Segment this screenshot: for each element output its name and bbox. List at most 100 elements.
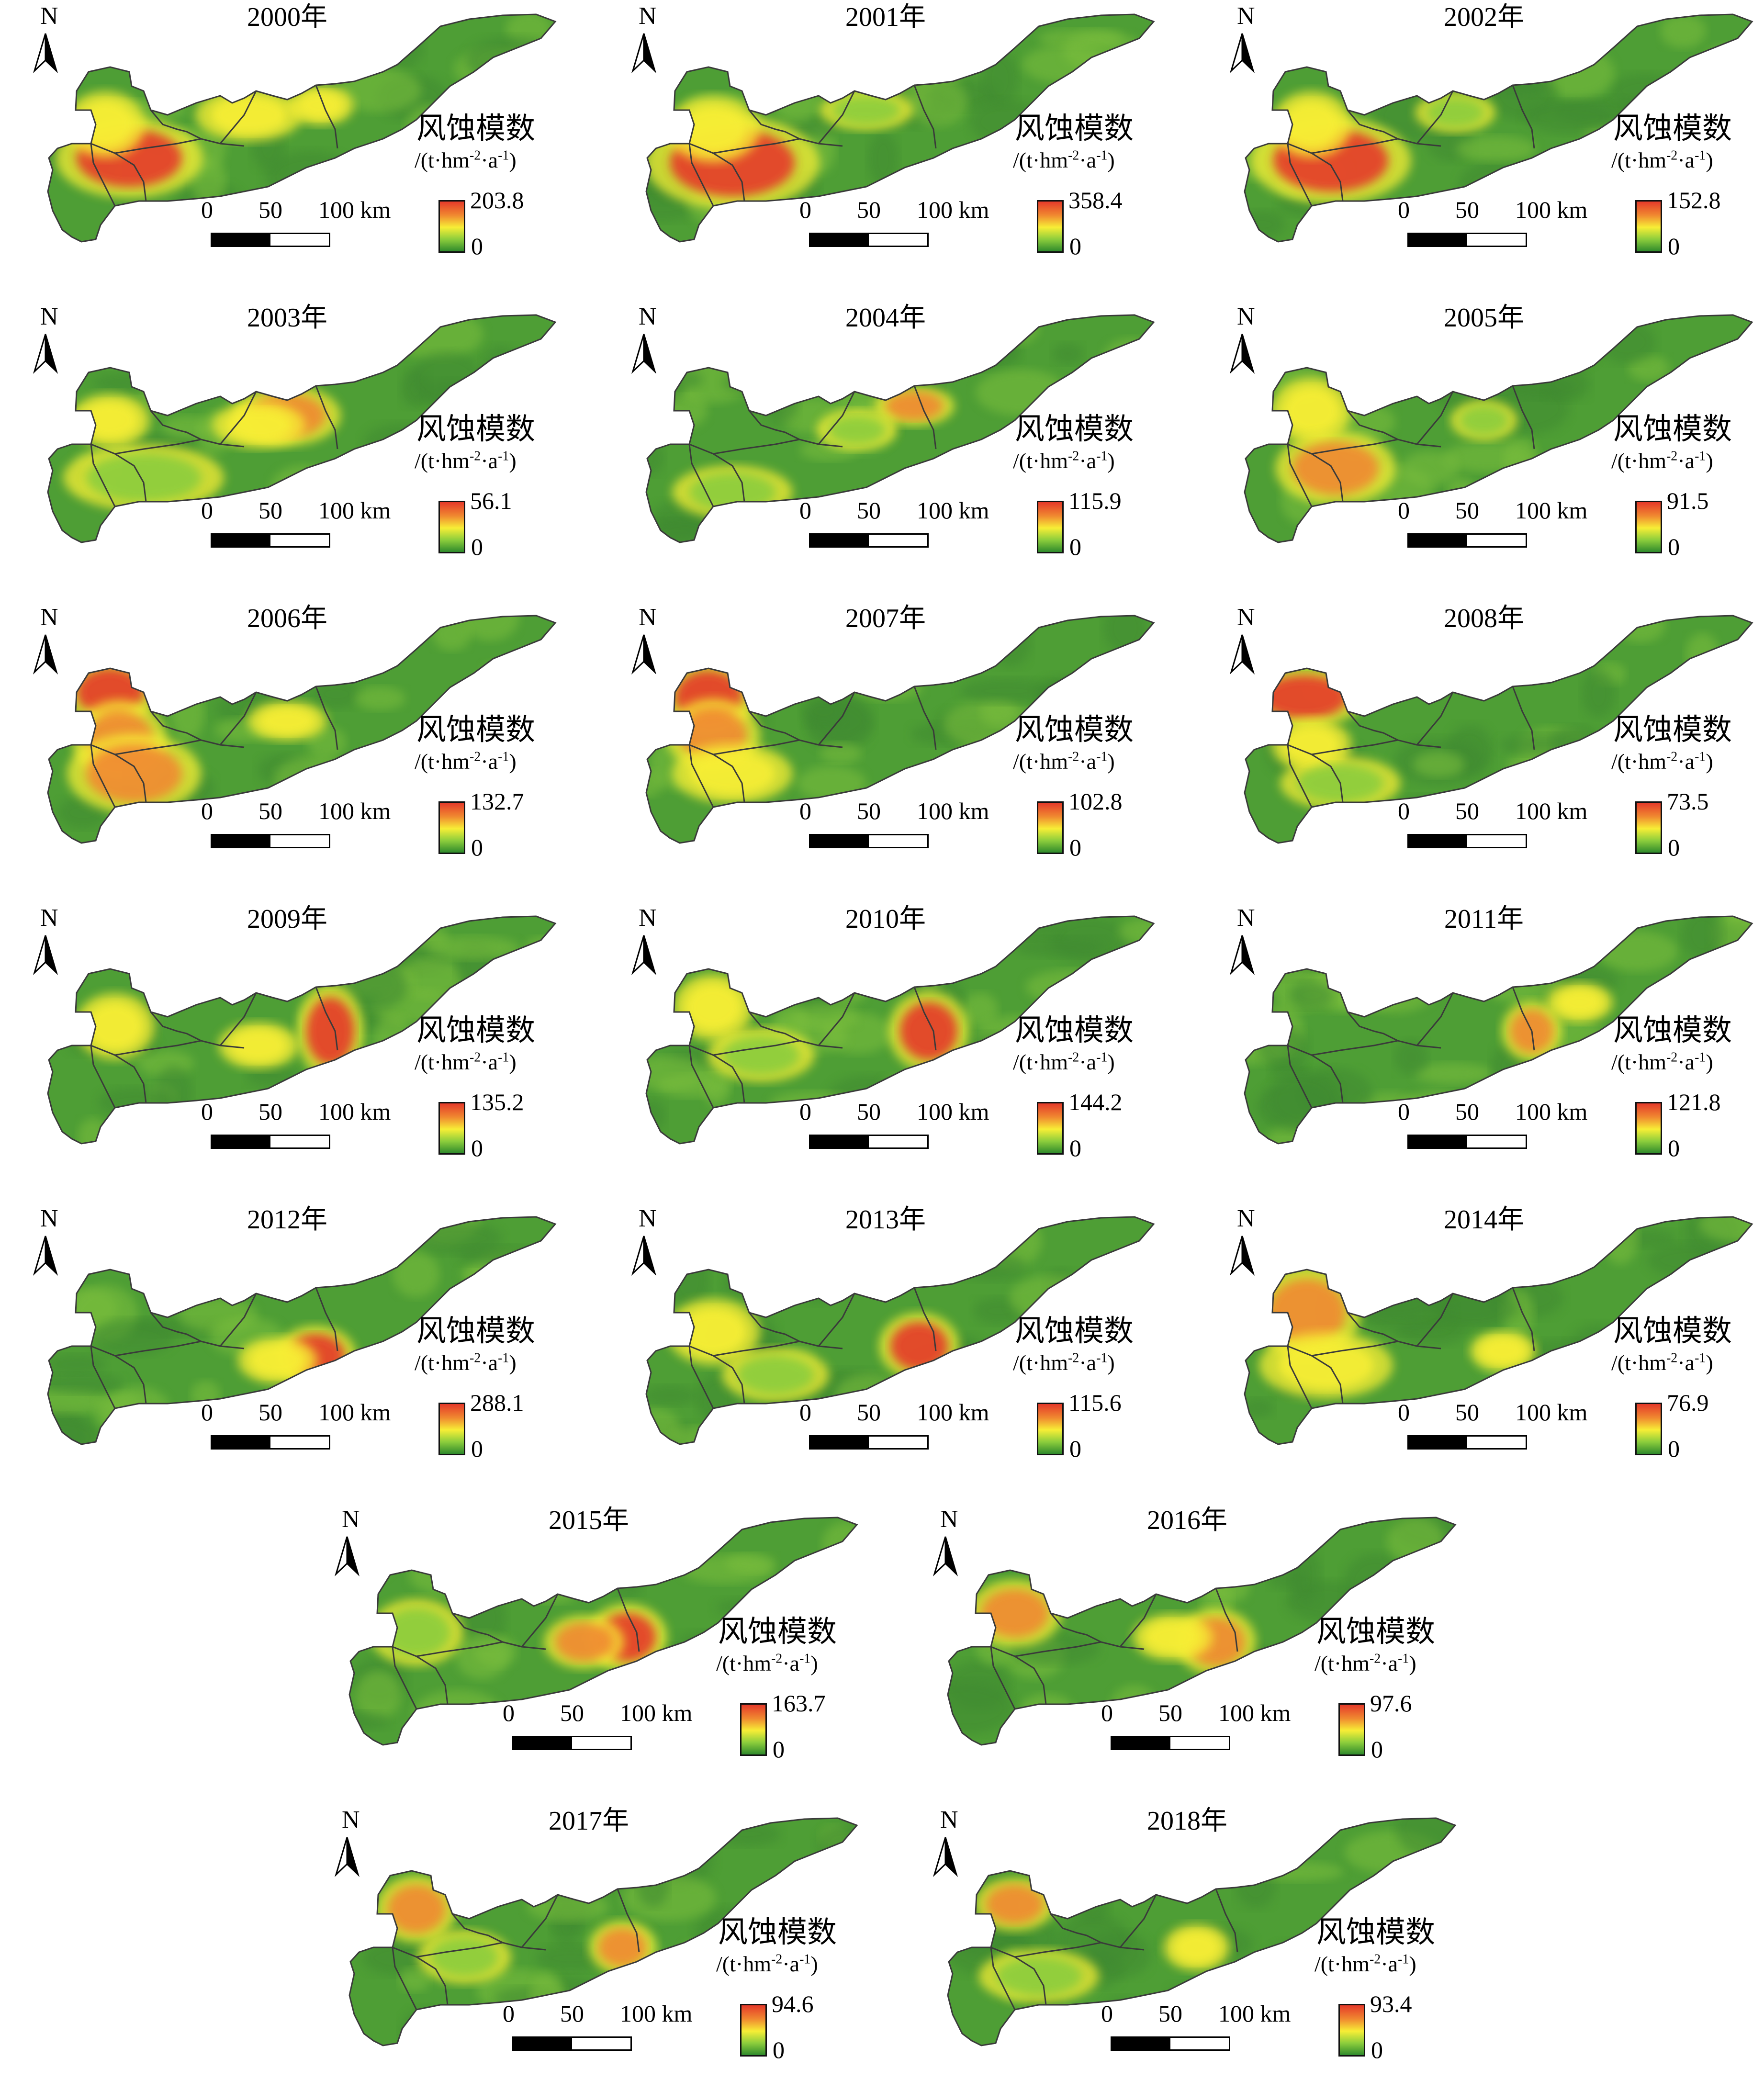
scale-label: 0: [799, 798, 811, 824]
district-boundary: [90, 1045, 147, 1103]
region-outline: [645, 314, 1155, 543]
legend-max-value: 288.1: [470, 1389, 524, 1416]
legend-color-ramp: [1037, 200, 1064, 253]
erosion-map: [947, 1817, 1457, 2046]
north-arrow-icon: N: [1225, 4, 1259, 76]
scale-bar: [809, 834, 929, 848]
legend-color-ramp: [740, 2004, 767, 2057]
legend-title: 风蚀模数: [416, 1315, 536, 1348]
legend-title: 风蚀模数: [1015, 714, 1134, 746]
scale-label: 100 km: [1218, 1699, 1291, 1726]
panel-year-title: 2009年: [247, 904, 327, 934]
north-label: N: [342, 1506, 360, 1533]
map-panel: N 2002年 风蚀模数 /(t·hm-2·a-1) 152.8 0 0 50 100 km: [1216, 0, 1764, 287]
scale-label: 100 km: [318, 196, 391, 223]
north-label: N: [40, 604, 58, 631]
district-boundary: [219, 992, 257, 1046]
erosion-map: [1244, 1216, 1753, 1445]
scale-bar-labels: 0 50 100 km: [201, 1098, 402, 1127]
map-panel: N 2017年 风蚀模数 /(t·hm-2·a-1) 94.6 0 0 50 100 km: [321, 1804, 886, 2091]
district-boundary: [1347, 711, 1398, 741]
district-boundary: [913, 987, 937, 1051]
map-panel: N 2004年 风蚀模数 /(t·hm-2·a-1) 115.9 0 0 50 100 km: [618, 301, 1182, 588]
north-label: N: [940, 1506, 958, 1533]
erosion-map: [47, 13, 557, 243]
district-boundary: [1119, 1894, 1157, 1948]
legend-color-ramp: [1635, 1403, 1662, 1455]
scale-label: 100 km: [1515, 497, 1588, 524]
legend-color-ramp: [438, 501, 465, 553]
legend-unit: /(t·hm-2·a-1): [415, 1350, 517, 1375]
district-boundary: [1416, 90, 1454, 144]
district-boundary: [748, 110, 800, 140]
scale-bar: [809, 1435, 929, 1450]
district-boundary: [689, 143, 745, 202]
legend-title: 风蚀模数: [416, 714, 536, 746]
district-boundary: [392, 1646, 417, 1709]
district-boundary: [392, 1947, 417, 2010]
district-boundary: [416, 1942, 546, 1958]
map-panel: N 2007年 风蚀模数 /(t·hm-2·a-1) 102.8 0 0 50 100 km: [618, 601, 1182, 888]
district-boundary: [1512, 1287, 1535, 1351]
district-boundary: [1311, 1340, 1441, 1357]
erosion-map: [645, 314, 1155, 543]
legend-min-value: 0: [1371, 1736, 1383, 1763]
legend-color-ramp: [740, 1703, 767, 1756]
district-boundary: [818, 90, 855, 144]
map-panel: N 2003年 风蚀模数 /(t·hm-2·a-1) 56.1 0 0 50 100 km: [19, 301, 584, 588]
district-boundary: [688, 1346, 714, 1409]
district-boundary: [219, 692, 257, 745]
district-boundary: [1416, 692, 1454, 745]
district-boundary: [150, 1012, 202, 1042]
map-panel: N 2016年 风蚀模数 /(t·hm-2·a-1) 97.6 0 0 50 100 km: [919, 1503, 1484, 1790]
district-boundary: [1287, 143, 1313, 206]
district-boundary: [913, 85, 937, 149]
scale-label: 50: [857, 497, 881, 524]
district-boundary: [1347, 1012, 1398, 1042]
legend-title: 风蚀模数: [1316, 1616, 1436, 1648]
legend-min-value: 0: [471, 834, 483, 861]
legend-color-ramp: [1635, 801, 1662, 854]
legend-max-value: 97.6: [1370, 1690, 1412, 1717]
north-arrow-icon: N: [29, 304, 62, 376]
panel-year-title: 2010年: [845, 904, 926, 934]
scale-label: 0: [1398, 196, 1410, 223]
legend-unit: /(t·hm-2·a-1): [1611, 749, 1713, 774]
scale-label: 0: [1398, 1399, 1410, 1426]
scale-bar-labels: 0 50 100 km: [201, 497, 402, 526]
scale-bar-labels: 0 50 100 km: [503, 1699, 704, 1728]
district-boundary: [416, 1641, 546, 1657]
legend-max-value: 91.5: [1667, 487, 1709, 514]
scale-label: 0: [1101, 2000, 1113, 2027]
legend-min-value: 0: [1069, 1135, 1081, 1161]
legend-min-value: 0: [1069, 834, 1081, 861]
scale-label: 0: [503, 1699, 515, 1726]
scale-label: 100 km: [1515, 798, 1588, 824]
scale-label: 50: [258, 798, 282, 824]
scale-bar-labels: 0 50 100 km: [799, 798, 1000, 826]
scale-label: 100 km: [917, 1399, 989, 1426]
legend-max-value: 93.4: [1370, 1990, 1412, 2017]
district-boundary: [1416, 391, 1454, 445]
legend-unit: /(t·hm-2·a-1): [415, 449, 517, 473]
map-panel: N 2011年 风蚀模数 /(t·hm-2·a-1) 121.8 0 0 50 100 km: [1216, 902, 1764, 1189]
legend-color-ramp: [438, 1403, 465, 1455]
scale-label: 50: [1455, 1399, 1479, 1426]
legend-title: 风蚀模数: [1613, 413, 1732, 446]
scale-bar-labels: 0 50 100 km: [1398, 196, 1599, 225]
scale-label: 0: [201, 798, 213, 824]
legend-unit: /(t·hm-2·a-1): [1013, 1350, 1115, 1375]
scale-label: 0: [799, 1098, 811, 1125]
legend-min-value: 0: [1668, 533, 1680, 560]
legend-max-value: 132.7: [470, 788, 524, 815]
scale-bar-labels: 0 50 100 km: [799, 497, 1000, 526]
district-boundary: [1512, 385, 1535, 450]
panel-year-title: 2004年: [845, 303, 926, 333]
scale-bar: [512, 1736, 632, 1750]
scale-label: 100 km: [917, 1098, 989, 1125]
scale-bar-labels: 0 50 100 km: [201, 196, 402, 225]
region-outline: [47, 1216, 557, 1445]
north-arrow-icon: N: [1225, 1206, 1259, 1278]
erosion-map: [47, 615, 557, 844]
legend-title: 风蚀模数: [1015, 112, 1134, 145]
